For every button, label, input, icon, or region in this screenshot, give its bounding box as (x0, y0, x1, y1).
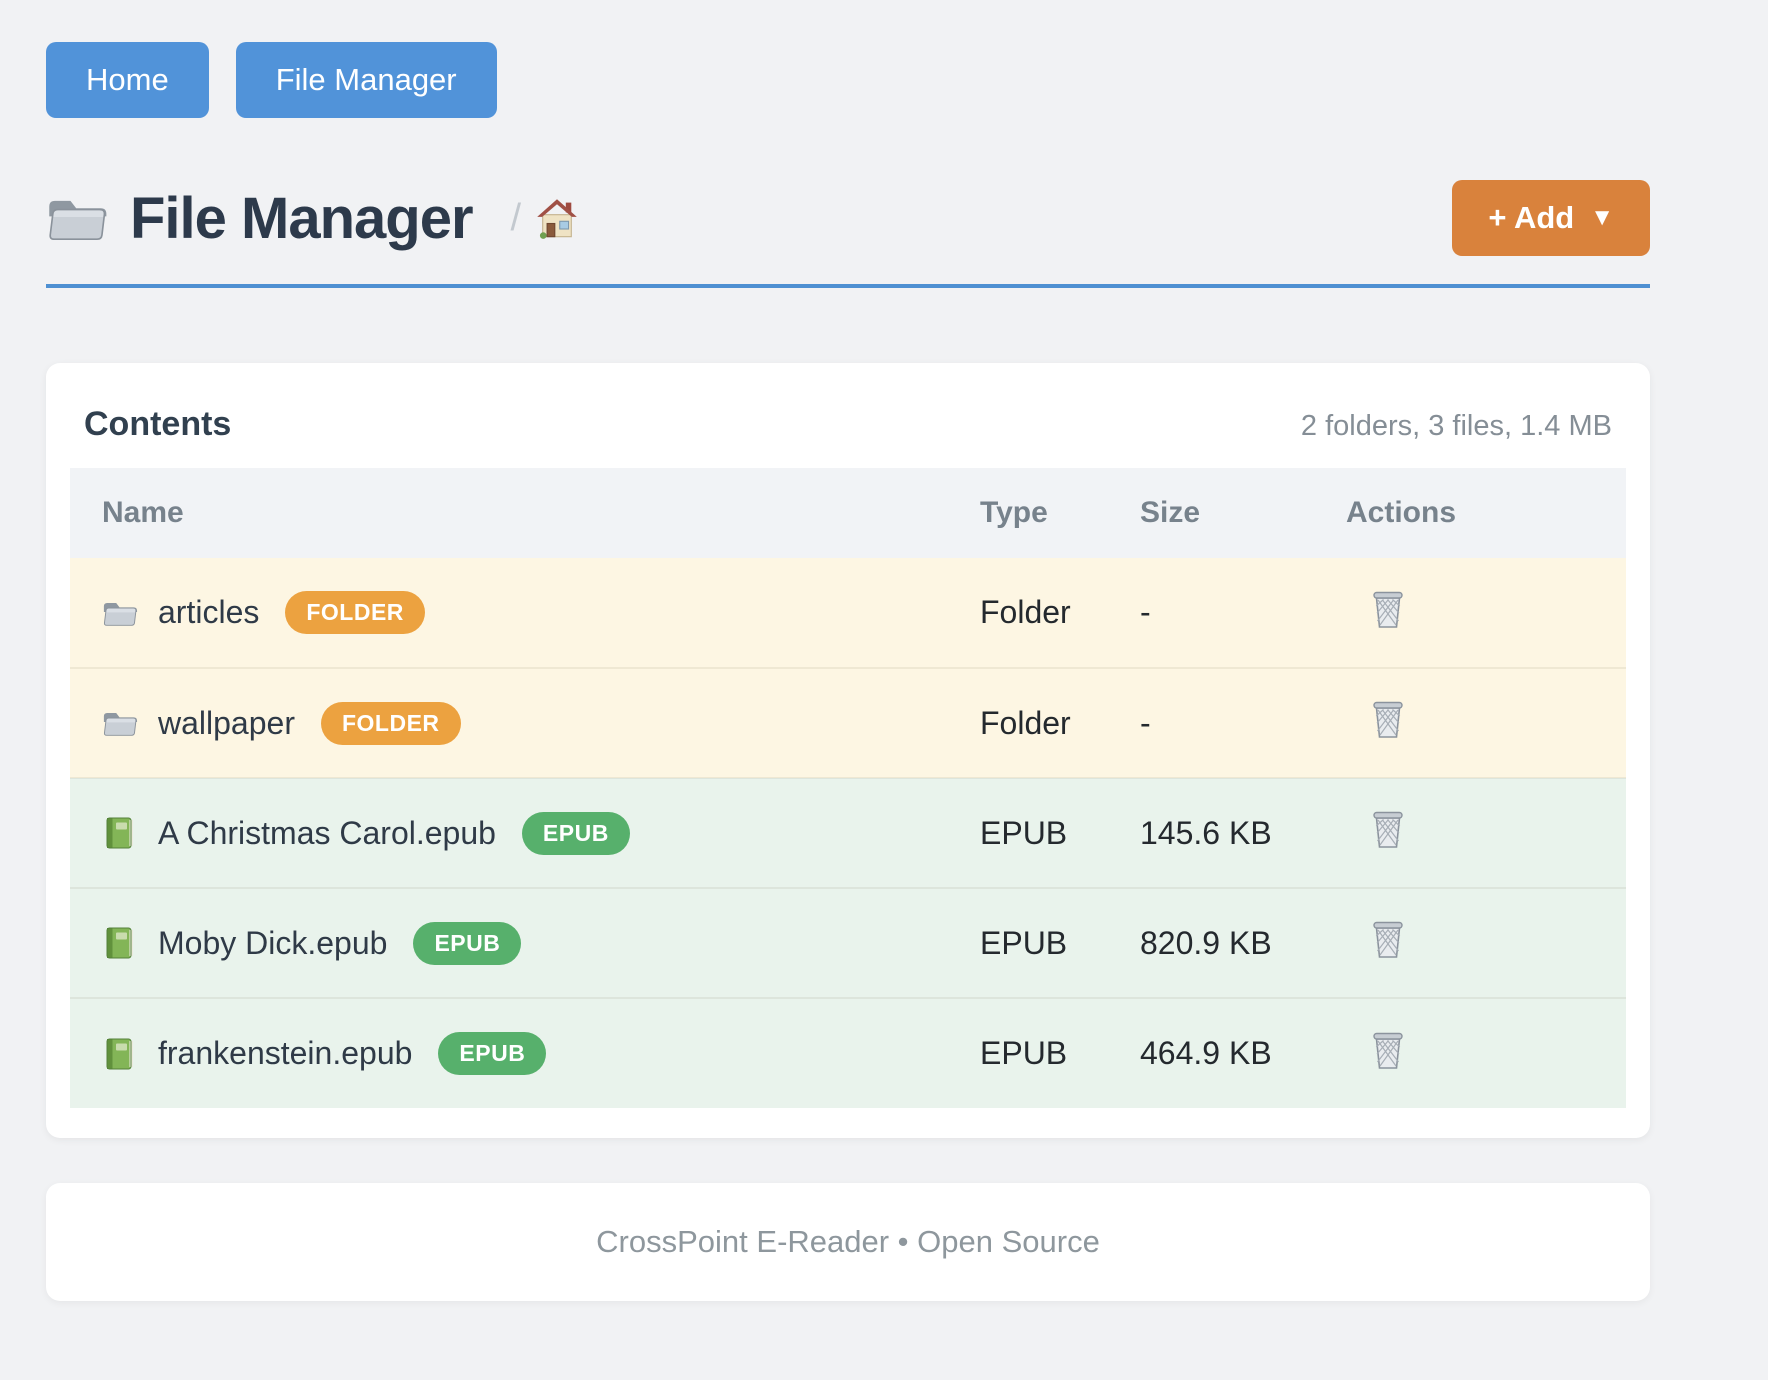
file-type: EPUB (948, 887, 1108, 998)
page-container: Home File Manager File Manager / + Add ▼… (46, 0, 1650, 1301)
caret-down-icon: ▼ (1590, 204, 1614, 231)
folder-icon (102, 596, 138, 630)
file-name: frankenstein.epub (158, 1035, 413, 1071)
trash-icon (1370, 809, 1406, 849)
file-size: 464.9 KB (1108, 997, 1314, 1108)
delete-button[interactable] (1370, 809, 1406, 849)
type-badge: EPUB (521, 811, 630, 855)
table-row[interactable]: articles FOLDER Folder - (70, 558, 1626, 668)
column-header-size: Size (1108, 468, 1314, 558)
delete-button[interactable] (1370, 1030, 1406, 1070)
table-row[interactable]: frankenstein.epub EPUB EPUB 464.9 KB (70, 997, 1626, 1108)
column-header-name: Name (70, 468, 948, 558)
file-type: Folder (948, 667, 1108, 778)
file-type: EPUB (948, 997, 1108, 1108)
add-button-label: + Add (1488, 200, 1575, 235)
file-type: EPUB (948, 777, 1108, 888)
file-type: Folder (980, 594, 1071, 630)
home-icon[interactable] (535, 197, 579, 239)
nav-home-button[interactable]: Home (46, 42, 209, 118)
contents-bar: Contents 2 folders, 3 files, 1.4 MB (70, 389, 1626, 444)
file-size: 145.6 KB (1108, 777, 1314, 888)
file-size: - (1108, 667, 1314, 778)
column-header-actions: Actions (1314, 468, 1626, 558)
footer-text: CrossPoint E-Reader • Open Source (596, 1224, 1100, 1259)
trash-icon (1370, 1030, 1406, 1070)
contents-summary: 2 folders, 3 files, 1.4 MB (1300, 410, 1612, 442)
trash-icon (1370, 919, 1406, 959)
delete-button[interactable] (1370, 699, 1406, 739)
trash-icon (1370, 699, 1406, 739)
table-header-row: Name Type Size Actions (70, 468, 1626, 558)
file-name: Moby Dick.epub (158, 924, 388, 961)
folder-icon (46, 191, 108, 245)
table-row[interactable]: Moby Dick.epub EPUB EPUB 820.9 KB (70, 887, 1626, 998)
page-title: File Manager (130, 185, 474, 251)
type-badge: EPUB (413, 921, 522, 965)
header-divider (46, 284, 1650, 288)
file-name: wallpaper (158, 704, 295, 741)
top-nav: Home File Manager (46, 0, 1650, 118)
folder-icon (102, 706, 138, 740)
type-badge: FOLDER (320, 701, 461, 745)
book-icon (102, 926, 138, 960)
table-row[interactable]: A Christmas Carol.epub EPUB EPUB 145.6 K… (70, 777, 1626, 888)
type-badge: FOLDER (285, 591, 425, 634)
nav-file-manager-button[interactable]: File Manager (235, 42, 497, 118)
contents-card: Contents 2 folders, 3 files, 1.4 MB Name… (46, 363, 1650, 1138)
file-size: - (1140, 594, 1151, 630)
file-name: A Christmas Carol.epub (158, 814, 496, 851)
files-table: Name Type Size Actions articles FOLDER F… (70, 468, 1626, 1108)
page-header: File Manager / + Add ▼ (46, 180, 1650, 256)
column-header-type: Type (948, 468, 1108, 558)
file-size: 820.9 KB (1108, 887, 1314, 998)
file-name: articles (158, 594, 260, 630)
table-row[interactable]: wallpaper FOLDER Folder - (70, 667, 1626, 778)
add-button[interactable]: + Add ▼ (1452, 180, 1650, 256)
contents-heading: Contents (84, 405, 232, 443)
delete-button[interactable] (1370, 919, 1406, 959)
breadcrumb-separator: / (510, 196, 522, 239)
type-badge: EPUB (438, 1032, 547, 1075)
delete-button[interactable] (1370, 589, 1406, 629)
trash-icon (1370, 589, 1406, 629)
book-icon (102, 1037, 138, 1071)
footer-card: CrossPoint E-Reader • Open Source (46, 1183, 1650, 1301)
book-icon (102, 816, 138, 850)
